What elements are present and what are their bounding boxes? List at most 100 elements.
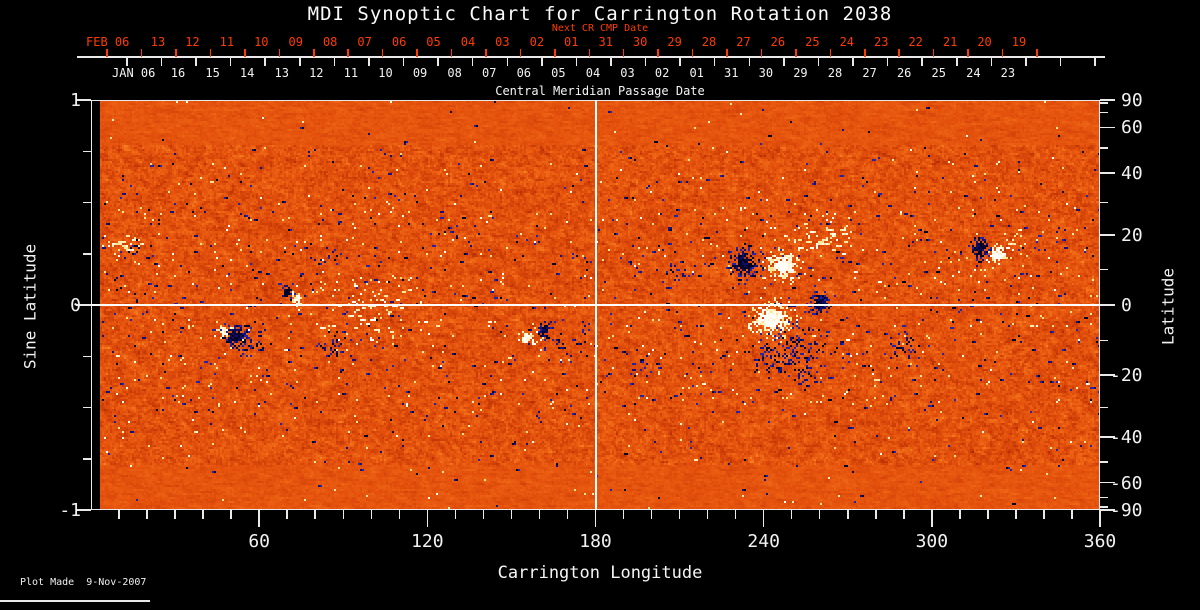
equator-reference-line	[91, 304, 1100, 306]
next-cr-tick	[381, 49, 384, 57]
longitude-tick	[538, 510, 541, 519]
longitude-tick	[959, 510, 961, 519]
longitude-tick	[426, 510, 429, 527]
next-cr-tick	[175, 49, 177, 57]
next-cr-tick	[967, 49, 969, 57]
cmp-tick	[195, 58, 197, 66]
next-cr-tick-label: 11	[219, 35, 235, 49]
latitude-tick-label: 0	[1121, 295, 1132, 316]
chart-title: MDI Synoptic Chart for Carrington Rotati…	[307, 3, 893, 25]
cmp-tick-label: 24	[966, 66, 981, 80]
cmp-tick	[921, 58, 923, 66]
latitude-tick	[1100, 481, 1115, 484]
cmp-tick-label: 31	[724, 66, 739, 80]
cmp-tick	[1025, 58, 1027, 66]
longitude-tick	[622, 510, 625, 519]
cmp-tick	[644, 58, 647, 66]
latitude-tick-label: 40	[1121, 163, 1143, 185]
cmp-tick-label: 16	[170, 66, 186, 80]
latitude-tick-label: -60	[1110, 472, 1143, 494]
next-cr-axis-title: Next CR CMP Date	[551, 23, 649, 34]
next-cr-tick-label: 26	[770, 35, 786, 49]
latitude-tick	[1100, 268, 1108, 271]
cmp-tick-label: 08	[447, 66, 462, 80]
cmp-tick	[471, 58, 474, 66]
latitude-tick	[1100, 436, 1115, 438]
longitude-tick	[790, 510, 793, 519]
next-cr-tick	[691, 49, 694, 57]
longitude-axis-title: Carrington Longitude	[497, 563, 703, 583]
longitude-tick	[454, 510, 457, 519]
longitude-tick	[650, 510, 653, 519]
longitude-tick-label: 240	[747, 531, 780, 552]
cmp-tick-label: 29	[793, 66, 808, 80]
next-cr-tick	[760, 49, 763, 57]
longitude-tick-label: 120	[411, 531, 444, 552]
next-cr-tick-label: 25	[805, 35, 820, 49]
next-cr-tick	[795, 49, 797, 57]
longitude-tick	[118, 510, 120, 519]
cmp-tick-label: 27	[862, 66, 877, 80]
next-cr-tick	[864, 49, 866, 57]
longitude-tick	[342, 510, 344, 519]
latitude-tick-label: -40	[1110, 426, 1143, 448]
longitude-tick	[1043, 510, 1045, 519]
cmp-tick	[610, 58, 612, 66]
next-cr-tick-label: 19	[1011, 35, 1027, 49]
longitude-tick	[594, 510, 597, 527]
next-cr-tick	[209, 49, 212, 57]
next-cr-tick	[450, 49, 453, 57]
cmp-tick-label: 23	[1000, 66, 1016, 80]
next-cr-tick	[657, 49, 659, 57]
latitude-tick-label: 60	[1121, 117, 1143, 139]
latitude-tick	[1100, 304, 1115, 306]
cmp-tick-label: 02	[654, 66, 670, 80]
longitude-tick	[1071, 510, 1073, 519]
next-cr-tick-label: 27	[736, 35, 751, 49]
latitude-tick	[1100, 506, 1108, 508]
longitude-tick	[146, 510, 148, 519]
next-cr-tick	[588, 49, 591, 57]
cmp-tick-label: 10	[378, 66, 393, 80]
next-cr-tick	[416, 49, 418, 57]
longitude-tick-label: 180	[579, 531, 612, 552]
next-cr-tick-label: 10	[254, 35, 269, 49]
next-cr-tick-label: 03	[495, 35, 510, 49]
cmp-tick-label: 01	[689, 66, 704, 80]
longitude-tick	[987, 510, 989, 519]
cmp-tick-label: 15	[205, 66, 220, 80]
cmp-tick	[1094, 58, 1096, 66]
next-cr-tick-label: 06	[391, 35, 407, 49]
cmp-tick	[852, 58, 854, 66]
next-cr-tick-label: 07	[357, 35, 372, 49]
latitude-tick	[1100, 147, 1108, 149]
cmp-tick-label: 04	[585, 66, 601, 80]
cmp-tick	[437, 58, 439, 66]
longitude-tick	[847, 510, 849, 519]
next-cr-tick	[519, 49, 522, 57]
longitude-tick	[258, 510, 260, 527]
sine-latitude-tick	[83, 458, 91, 460]
longitude-tick	[931, 510, 933, 527]
sine-latitude-tick	[83, 355, 91, 357]
sine-latitude-tick-label: 1	[70, 90, 81, 111]
next-cr-tick-label: 21	[942, 35, 958, 49]
latitude-tick	[1100, 201, 1108, 204]
next-cr-tick-label: 28	[701, 35, 717, 49]
longitude-tick	[1015, 510, 1017, 519]
cmp-tick	[299, 58, 301, 66]
longitude-tick	[482, 510, 485, 519]
latitude-tick	[1100, 496, 1108, 499]
next-cr-tick	[726, 49, 728, 57]
longitude-tick	[202, 510, 204, 519]
cmp-tick-label: 11	[343, 66, 359, 80]
cmp-tick-label: 30	[758, 66, 774, 80]
plot-made-note: Plot Made 9-Nov-2007	[20, 577, 147, 588]
longitude-tick-label: 60	[248, 531, 270, 552]
latitude-tick-label: 90	[1121, 90, 1143, 111]
next-cr-tick-label: 22	[908, 35, 923, 49]
cmp-tick	[506, 58, 508, 66]
next-cr-tick-label: 01	[564, 35, 579, 49]
longitude-tick	[1099, 510, 1101, 527]
latitude-tick-label: -20	[1110, 365, 1143, 387]
